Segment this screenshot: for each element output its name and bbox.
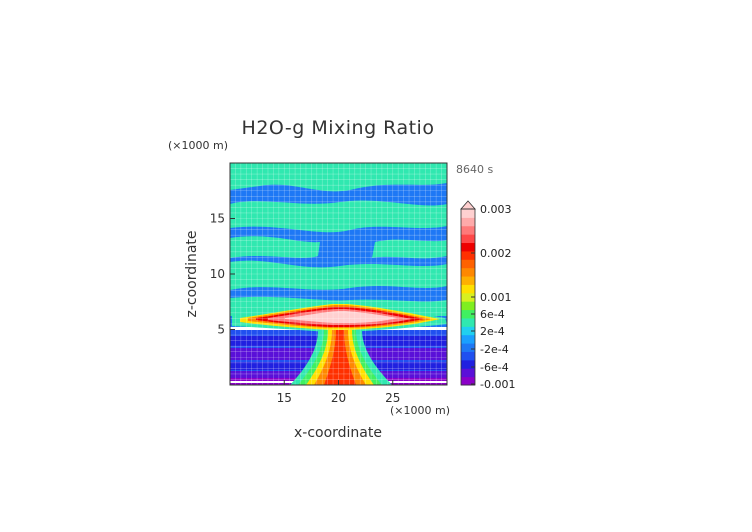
colorbar-tick-label: 2e-4 (480, 325, 505, 338)
colorbar-swatch (461, 376, 475, 386)
updraft-red (324, 330, 356, 385)
colorbar-swatch (461, 351, 475, 361)
colorbar-swatch (461, 217, 475, 227)
colorbar-ticks: 0.003 0.002 0.001 6e-4 2e-4 -2e-4 -6e-4 -0.001 (471, 203, 515, 391)
colorbar-swatch (461, 343, 475, 352)
x-tick-label: 15 (277, 391, 292, 405)
colorbar-swatch (461, 317, 475, 327)
colorbar-tick-label: 6e-4 (480, 308, 505, 321)
colorbar-tick-label: -2e-4 (480, 343, 509, 356)
colorbar-swatch (461, 234, 475, 244)
field-mid-band-3 (372, 239, 447, 259)
colorbar-tick-label: 0.003 (480, 203, 512, 216)
y-tick-label: 15 (210, 212, 225, 226)
colorbar-tick-label: 0.002 (480, 247, 512, 260)
grid-lines (230, 163, 447, 385)
colorbar-swatch (461, 267, 475, 277)
colorbar-extend-arrow (460, 200, 476, 210)
colorbar-swatch (461, 284, 475, 294)
colorbar-swatch (461, 309, 475, 319)
colorbar-swatch (461, 225, 475, 235)
y-tick-label: 10 (210, 267, 225, 281)
colorbar-swatch (461, 359, 475, 369)
colorbar-tick-label: 0.001 (480, 291, 512, 304)
colorbar-swatch (461, 368, 475, 378)
colorbar-tick-label: -0.001 (480, 378, 515, 391)
x-unit-label: (×1000 m) (390, 404, 450, 417)
x-axis-label: x-coordinate (294, 425, 382, 441)
y-axis-ticks: 5 10 15 (210, 212, 235, 337)
colorbar-swatch (461, 209, 475, 218)
colorbar-swatch (461, 292, 475, 302)
x-tick-label: 25 (385, 391, 400, 405)
field-top-band (230, 163, 447, 192)
colorbar-swatch (461, 242, 475, 252)
colorbar-swatch (461, 276, 475, 285)
chart-title: H2O-g Mixing Ratio (242, 117, 435, 139)
colorbar-tick-label: -6e-4 (480, 361, 509, 374)
colorbar-swatch (461, 259, 475, 269)
field-mid-band-1 (230, 200, 447, 233)
colorbar-swatch (461, 334, 475, 344)
colorbar-swatch (461, 301, 475, 311)
field-mid-band-2 (230, 236, 320, 258)
time-label: 8640 s (456, 163, 493, 176)
colorbar (460, 200, 476, 386)
y-axis-label: z-coordinate (184, 230, 200, 317)
y-unit-label: (×1000 m) (168, 139, 228, 152)
field-mid-band-4 (230, 260, 447, 290)
colorbar-swatch (461, 326, 475, 336)
y-tick-label: 5 (217, 323, 225, 337)
colorbar-swatch (461, 250, 475, 260)
x-tick-label: 20 (331, 391, 346, 405)
anvil-core (285, 311, 398, 323)
heatmap-field (230, 163, 447, 385)
x-axis-ticks: 15 20 25 (277, 380, 400, 405)
